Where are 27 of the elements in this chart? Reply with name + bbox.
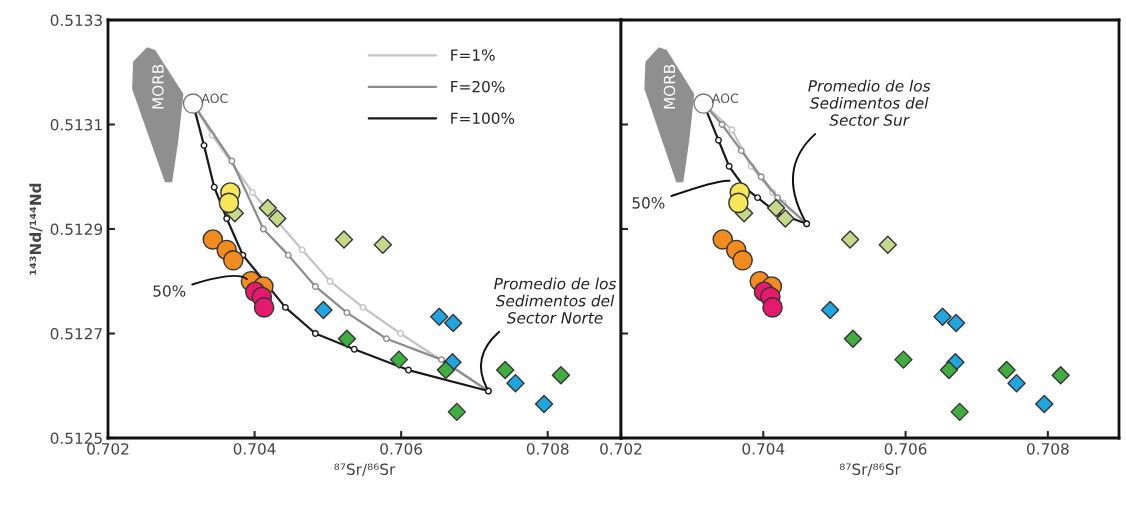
annotation: Promedio de los Sedimentos del Sector Sur bbox=[808, 79, 931, 126]
x-axis-title: ⁸⁷Sr/⁸⁶Sr bbox=[839, 463, 901, 477]
annotation: MORB bbox=[663, 64, 676, 109]
x-tick-label: 0.704 bbox=[233, 443, 276, 455]
y-tick-label: 0.5133 bbox=[50, 14, 102, 27]
x-tick-label: 0.706 bbox=[884, 443, 927, 455]
annotation: MORB bbox=[152, 64, 164, 109]
legend-label: F=100% bbox=[451, 112, 515, 125]
x-tick-label: 0.702 bbox=[600, 443, 642, 455]
legend-label: F=1% bbox=[451, 49, 495, 61]
annotation: Promedio de los Sedimentos del Sector Norte bbox=[494, 277, 617, 324]
y-tick-label: 0.5127 bbox=[50, 327, 102, 340]
annotation: AOC bbox=[201, 93, 228, 104]
x-tick-label: 0.702 bbox=[87, 443, 129, 455]
y-tick-label: 0.5129 bbox=[50, 223, 103, 236]
y-tick-label: 0.5125 bbox=[50, 432, 102, 445]
x-tick-label: 0.704 bbox=[742, 443, 785, 455]
x-tick-label: 0.706 bbox=[380, 443, 423, 455]
legend-label: F=20% bbox=[451, 80, 505, 93]
annotation: 50% bbox=[632, 197, 665, 209]
annotation: AOC bbox=[711, 93, 739, 104]
x-tick-label: 0.708 bbox=[1027, 443, 1069, 455]
x-axis-title: ⁸⁷Sr/⁸⁶Sr bbox=[334, 463, 396, 477]
x-tick-label: 0.708 bbox=[526, 443, 569, 455]
y-tick-label: 0.5131 bbox=[50, 118, 102, 131]
annotation: 50% bbox=[153, 285, 186, 297]
y-axis-title: ¹⁴³Nd/¹⁴⁴Nd bbox=[29, 183, 43, 275]
